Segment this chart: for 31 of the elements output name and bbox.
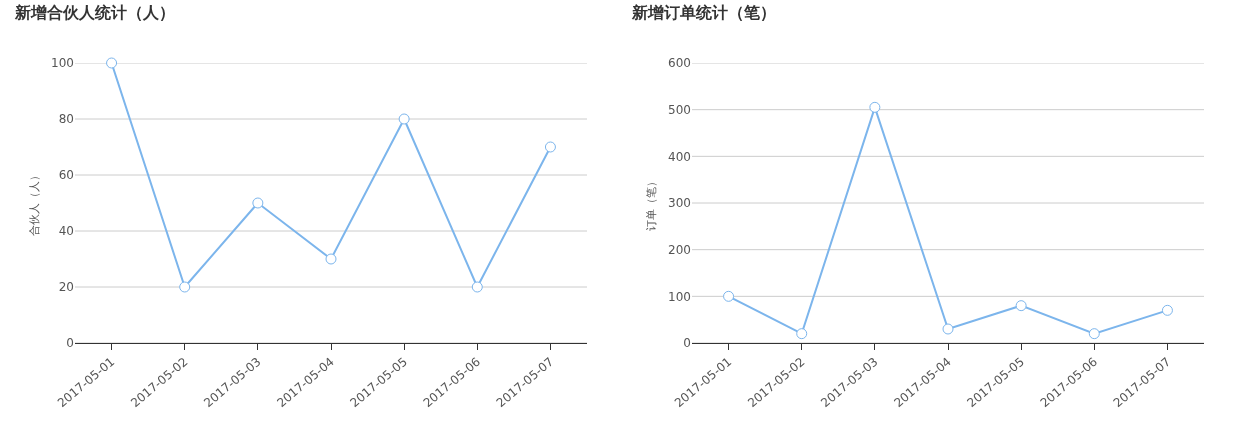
y-tick-label: 0 (683, 336, 691, 351)
y-tick-label: 0 (66, 336, 74, 351)
point (179, 281, 191, 293)
point (252, 197, 264, 209)
point (1088, 328, 1100, 340)
y-tick-label: 100 (51, 56, 74, 71)
point (796, 328, 808, 340)
point (1161, 304, 1173, 316)
y-tick-label: 200 (668, 242, 691, 257)
chart-title: 新增订单统计（笔） (631, 2, 777, 22)
y-tick-label: 20 (58, 280, 74, 295)
y-tick-label: 40 (58, 224, 74, 239)
y-tick-label: 400 (668, 149, 691, 164)
y-tick-label: 500 (668, 102, 691, 117)
point (723, 290, 735, 302)
y-tick-label: 80 (58, 112, 74, 127)
y-axis-title: 合伙人（人） (27, 170, 41, 236)
y-axis-title: 订单（笔） (644, 175, 658, 231)
point (544, 141, 556, 153)
y-tick-label: 60 (58, 168, 74, 183)
y-tick-label: 300 (668, 196, 691, 211)
point (398, 113, 410, 125)
point (942, 323, 954, 335)
point (106, 57, 118, 69)
point (869, 101, 881, 113)
y-tick-label: 100 (668, 289, 691, 304)
point (471, 281, 483, 293)
y-tick-label: 600 (668, 56, 691, 71)
point (325, 253, 337, 265)
chart-title: 新增合伙人统计（人） (14, 2, 176, 22)
point (1015, 300, 1027, 312)
